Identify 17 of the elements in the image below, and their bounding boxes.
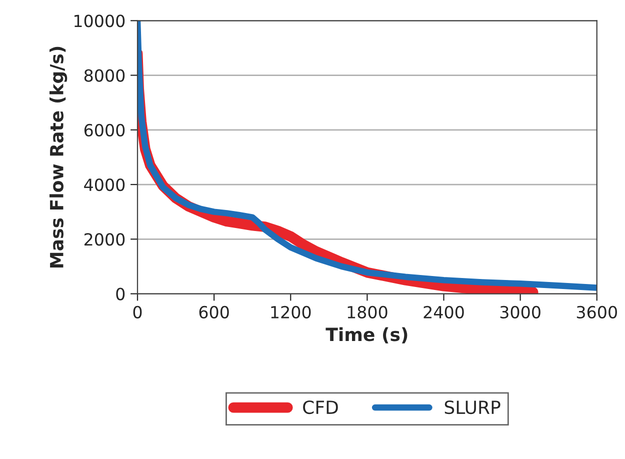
x-tick-label: 2400 (424, 306, 464, 318)
y-tick-label: 8000 (84, 69, 125, 82)
x-tick-label: 1800 (348, 306, 388, 318)
y-tick-label: 6000 (84, 124, 125, 136)
y-tick-label: 2000 (84, 233, 125, 246)
y-tick-label: 0 (116, 288, 125, 300)
x-tick-label: 0 (133, 306, 142, 318)
x-tick-label: 1200 (271, 306, 311, 318)
y-tick-label: 10000 (74, 14, 125, 28)
x-tick-label: 3600 (576, 306, 617, 318)
y-axis-title: Mass Flow Rate (kg/s) (50, 46, 68, 268)
x-axis-title: Time (s) (326, 327, 408, 344)
y-tick-label: 4000 (84, 178, 125, 192)
legend-label: CFD (303, 400, 338, 414)
legend-label: SLURP (444, 400, 500, 414)
x-tick-label: 3000 (500, 306, 540, 318)
x-tick-label: 600 (199, 306, 229, 318)
